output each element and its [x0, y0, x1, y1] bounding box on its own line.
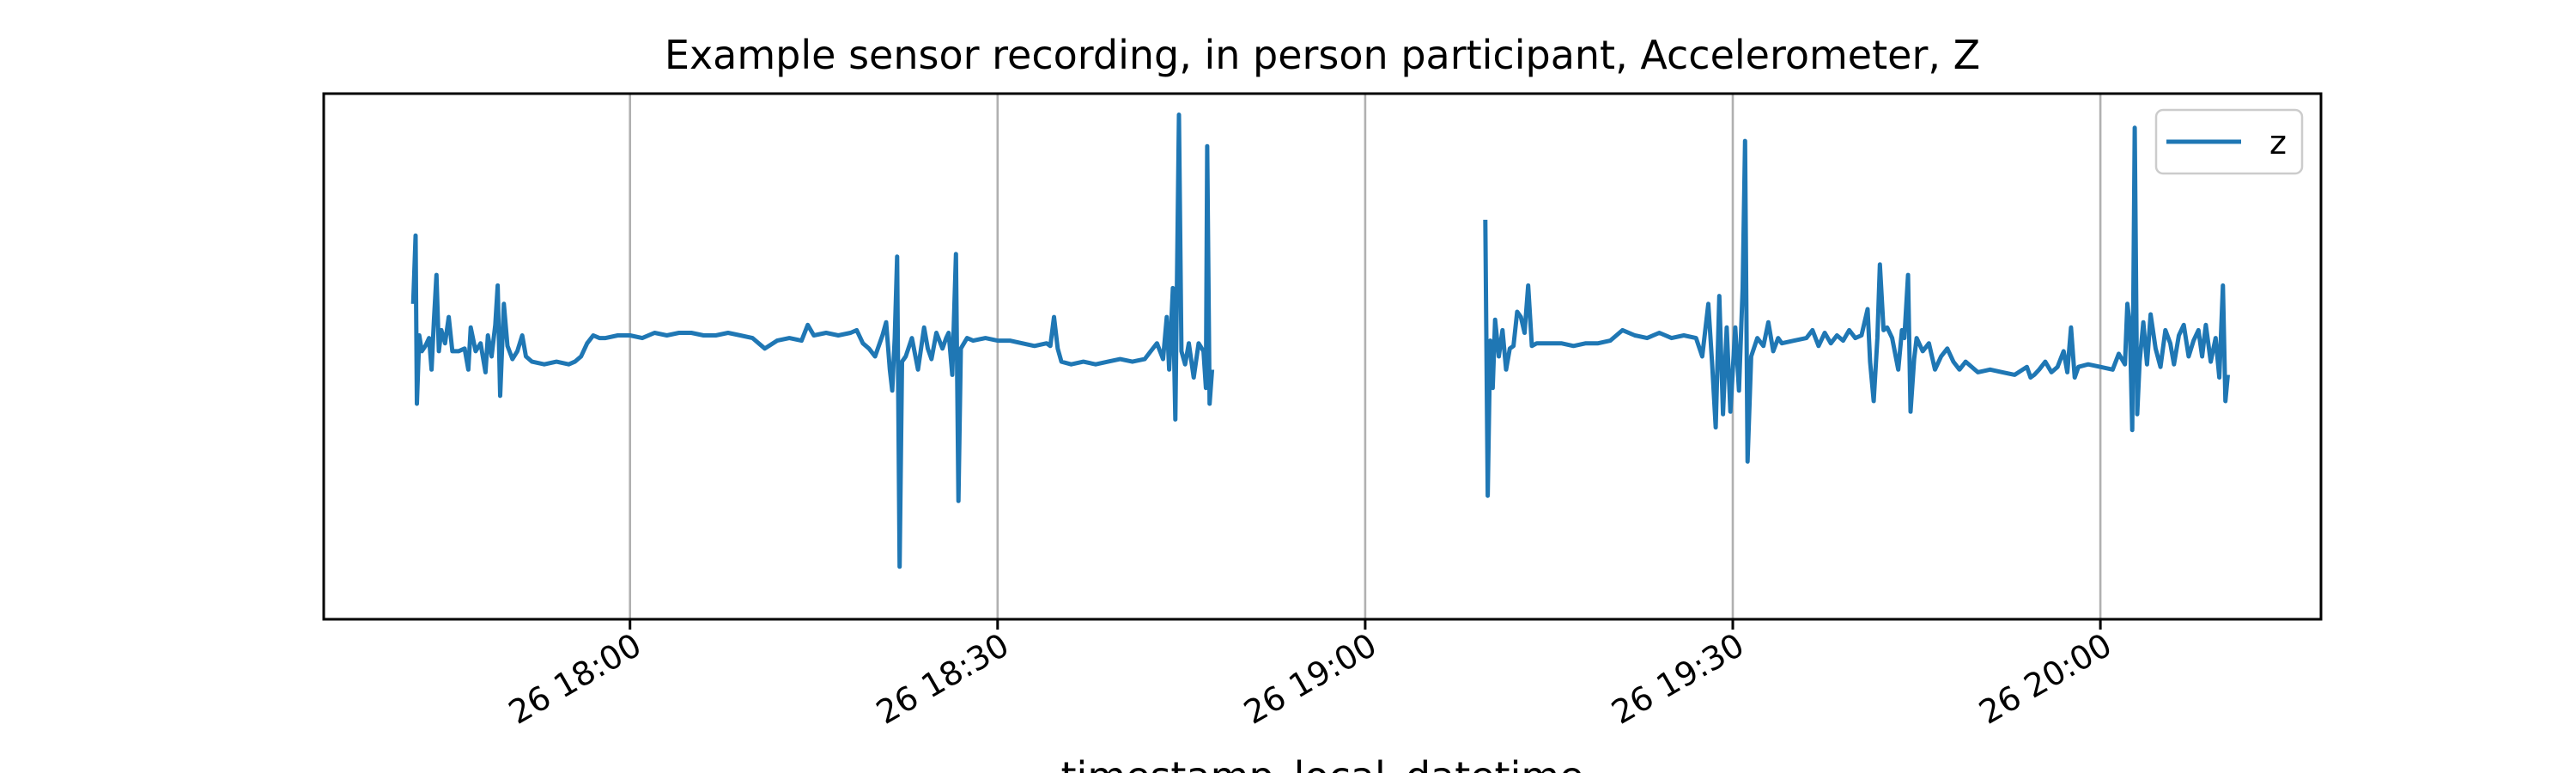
x-tick-label: 26 20:00: [1972, 626, 2117, 732]
plot-lines: [410, 113, 2230, 569]
series-z-segment-2: [1483, 125, 2230, 498]
series-z-segment-1: [410, 113, 1215, 569]
x-gridlines: [629, 94, 2102, 619]
x-axis-ticks: 26 18:00 26 18:30 26 19:00 26 19:30 26 20:00: [502, 619, 2118, 732]
legend[interactable]: z: [2154, 108, 2304, 175]
x-tick-label: 26 19:30: [1605, 626, 1750, 732]
plot-frame: [322, 92, 2323, 621]
x-axis-label: timestamp_local_datetime: [1061, 753, 1584, 773]
x-tick-label: 26 18:30: [870, 626, 1015, 732]
chart-title: Example sensor recording, in person part…: [665, 32, 1980, 78]
x-tick-label: 26 18:00: [502, 626, 647, 732]
legend-label-z: z: [2269, 124, 2287, 161]
x-tick-label: 26 19:00: [1237, 626, 1382, 732]
